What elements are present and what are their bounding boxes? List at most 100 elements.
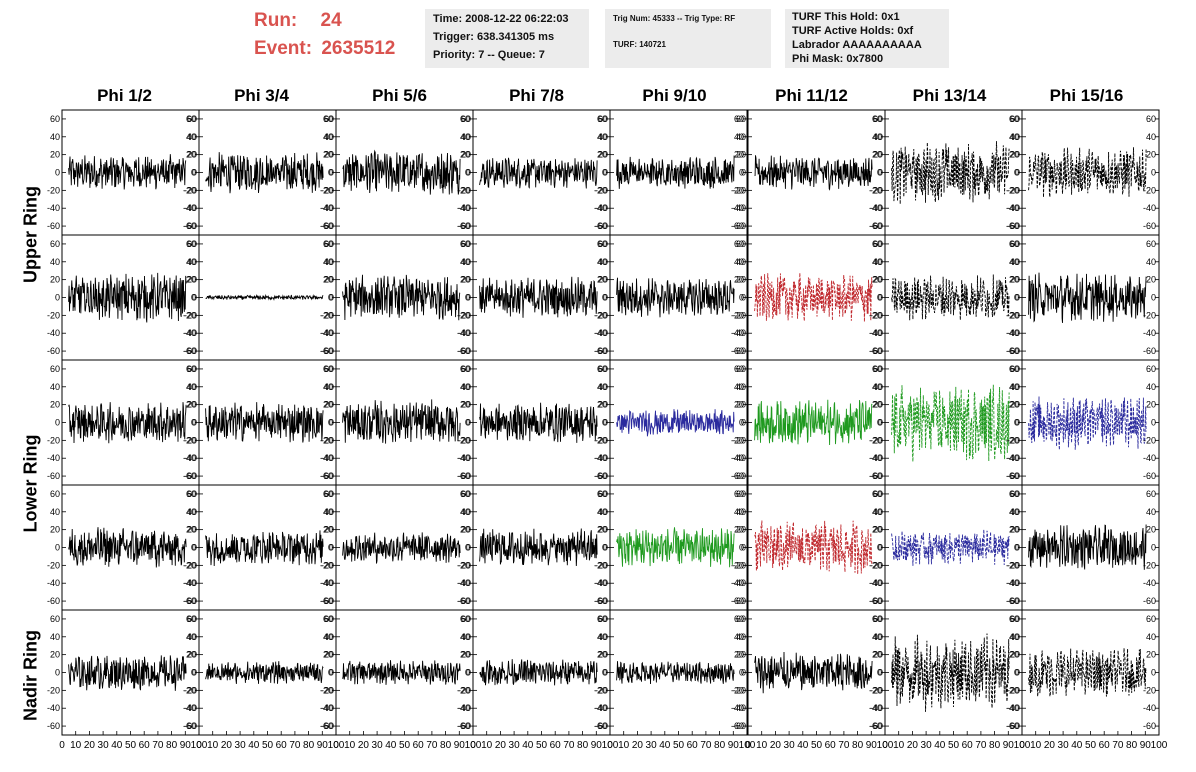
- y-tick-label: 0: [191, 418, 196, 428]
- y-tick-label: 40: [1009, 507, 1019, 517]
- y-tick-label: 60: [461, 239, 471, 249]
- y-tick-label: 0: [739, 293, 744, 303]
- y-tick-label: 60: [323, 239, 333, 249]
- x-tick-label: 80: [714, 740, 726, 751]
- y-tick-label: -40: [731, 453, 744, 463]
- y-tick-label: -20: [47, 310, 60, 320]
- y-tick-label: -60: [733, 471, 746, 481]
- y-tick-label: 20: [597, 400, 607, 410]
- waveform-trace: [891, 274, 1010, 321]
- x-tick-label: 70: [1112, 740, 1124, 751]
- y-tick-label: -40: [1007, 453, 1020, 463]
- waveform-trace: [891, 633, 1010, 712]
- x-tick-label: 40: [522, 740, 534, 751]
- x-tick-label: 40: [1071, 740, 1083, 751]
- y-tick-label: -60: [320, 346, 333, 356]
- waveform-trace: [479, 402, 598, 443]
- y-tick-label: -40: [870, 328, 883, 338]
- y-tick-label: 20: [734, 400, 744, 410]
- y-tick-label: 40: [1146, 382, 1156, 392]
- y-tick-label: 60: [597, 489, 607, 499]
- y-tick-label: 60: [187, 114, 197, 124]
- y-tick-label: -40: [320, 703, 333, 713]
- y-tick-label: -60: [47, 346, 60, 356]
- y-tick-label: 20: [461, 275, 471, 285]
- y-tick-label: -20: [1143, 435, 1156, 445]
- x-tick-label: 30: [98, 740, 110, 751]
- y-tick-label: 40: [186, 507, 196, 517]
- y-tick-label: -40: [870, 203, 883, 213]
- x-tick-label: 30: [646, 740, 658, 751]
- y-tick-label: 0: [877, 668, 882, 678]
- y-tick-label: -20: [1007, 310, 1020, 320]
- y-tick-label: 20: [186, 275, 196, 285]
- x-tick-label: 40: [248, 740, 260, 751]
- x-tick-label: 80: [989, 740, 1001, 751]
- y-tick-label: -20: [870, 685, 883, 695]
- y-tick-label: -40: [1143, 703, 1156, 713]
- y-tick-label: -40: [320, 578, 333, 588]
- y-tick-label: 0: [328, 293, 333, 303]
- y-tick-label: 40: [734, 507, 744, 517]
- x-tick-label: 70: [563, 740, 575, 751]
- y-tick-label: -20: [594, 560, 607, 570]
- y-tick-label: 60: [460, 239, 470, 249]
- run-label: Run: 24: [254, 10, 342, 32]
- y-tick-label: 60: [873, 364, 883, 374]
- y-tick-label: 0: [877, 168, 882, 178]
- y-tick-label: -40: [183, 703, 196, 713]
- y-tick-label: 20: [1010, 525, 1020, 535]
- y-tick-label: 0: [466, 543, 471, 553]
- x-tick-label: 10: [70, 740, 82, 751]
- y-tick-label: 20: [50, 525, 60, 535]
- y-tick-label: -40: [869, 703, 882, 713]
- y-tick-label: 40: [1010, 632, 1020, 642]
- y-tick-label: -40: [731, 328, 744, 338]
- y-tick-label: 20: [872, 275, 882, 285]
- y-tick-label: -20: [870, 310, 883, 320]
- y-tick-label: 0: [465, 543, 470, 553]
- y-tick-label: -20: [321, 310, 334, 320]
- y-tick-label: 0: [328, 168, 333, 178]
- y-tick-label: -20: [183, 685, 196, 695]
- y-tick-label: 20: [873, 525, 883, 535]
- y-tick-label: 40: [323, 382, 333, 392]
- y-tick-label: -20: [733, 435, 746, 445]
- y-tick-label: -60: [184, 596, 197, 606]
- y-tick-label: 60: [323, 114, 333, 124]
- y-tick-label: 60: [873, 114, 883, 124]
- column-title-2: Phi 3/4: [234, 86, 289, 105]
- x-tick-label: 20: [770, 740, 782, 751]
- y-tick-label: -60: [1006, 346, 1019, 356]
- y-tick-label: 40: [872, 632, 882, 642]
- y-tick-label: 20: [323, 650, 333, 660]
- y-tick-label: -60: [1143, 596, 1156, 606]
- y-tick-label: 60: [873, 239, 883, 249]
- x-tick-label: 40: [111, 740, 123, 751]
- y-tick-label: -20: [870, 560, 883, 570]
- x-tick-label: 50: [125, 740, 137, 751]
- y-tick-label: 20: [736, 650, 746, 660]
- y-tick-label: 20: [187, 400, 197, 410]
- y-tick-label: -60: [321, 471, 334, 481]
- y-tick-label: -60: [320, 471, 333, 481]
- y-tick-label: 40: [872, 382, 882, 392]
- y-tick-label: -40: [869, 578, 882, 588]
- y-tick-label: -20: [1143, 310, 1156, 320]
- x-tick-label: 10: [1030, 740, 1042, 751]
- y-tick-label: 0: [739, 418, 744, 428]
- y-tick-label: 40: [187, 257, 197, 267]
- waveform-trace: [479, 276, 598, 318]
- waveform-trace: [68, 154, 187, 190]
- y-tick-label: -20: [594, 685, 607, 695]
- y-tick-label: 20: [187, 275, 197, 285]
- y-tick-label: -60: [183, 471, 196, 481]
- time-info-box: Time: 2008-12-22 06:22:03 Trigger: 638.3…: [425, 9, 589, 68]
- y-tick-label: 0: [1151, 168, 1156, 178]
- y-tick-label: -20: [869, 435, 882, 445]
- y-tick-label: 60: [598, 614, 608, 624]
- y-tick-label: 40: [1010, 507, 1020, 517]
- y-tick-label: 20: [460, 525, 470, 535]
- y-tick-label: 60: [872, 114, 882, 124]
- y-tick-label: 0: [55, 168, 60, 178]
